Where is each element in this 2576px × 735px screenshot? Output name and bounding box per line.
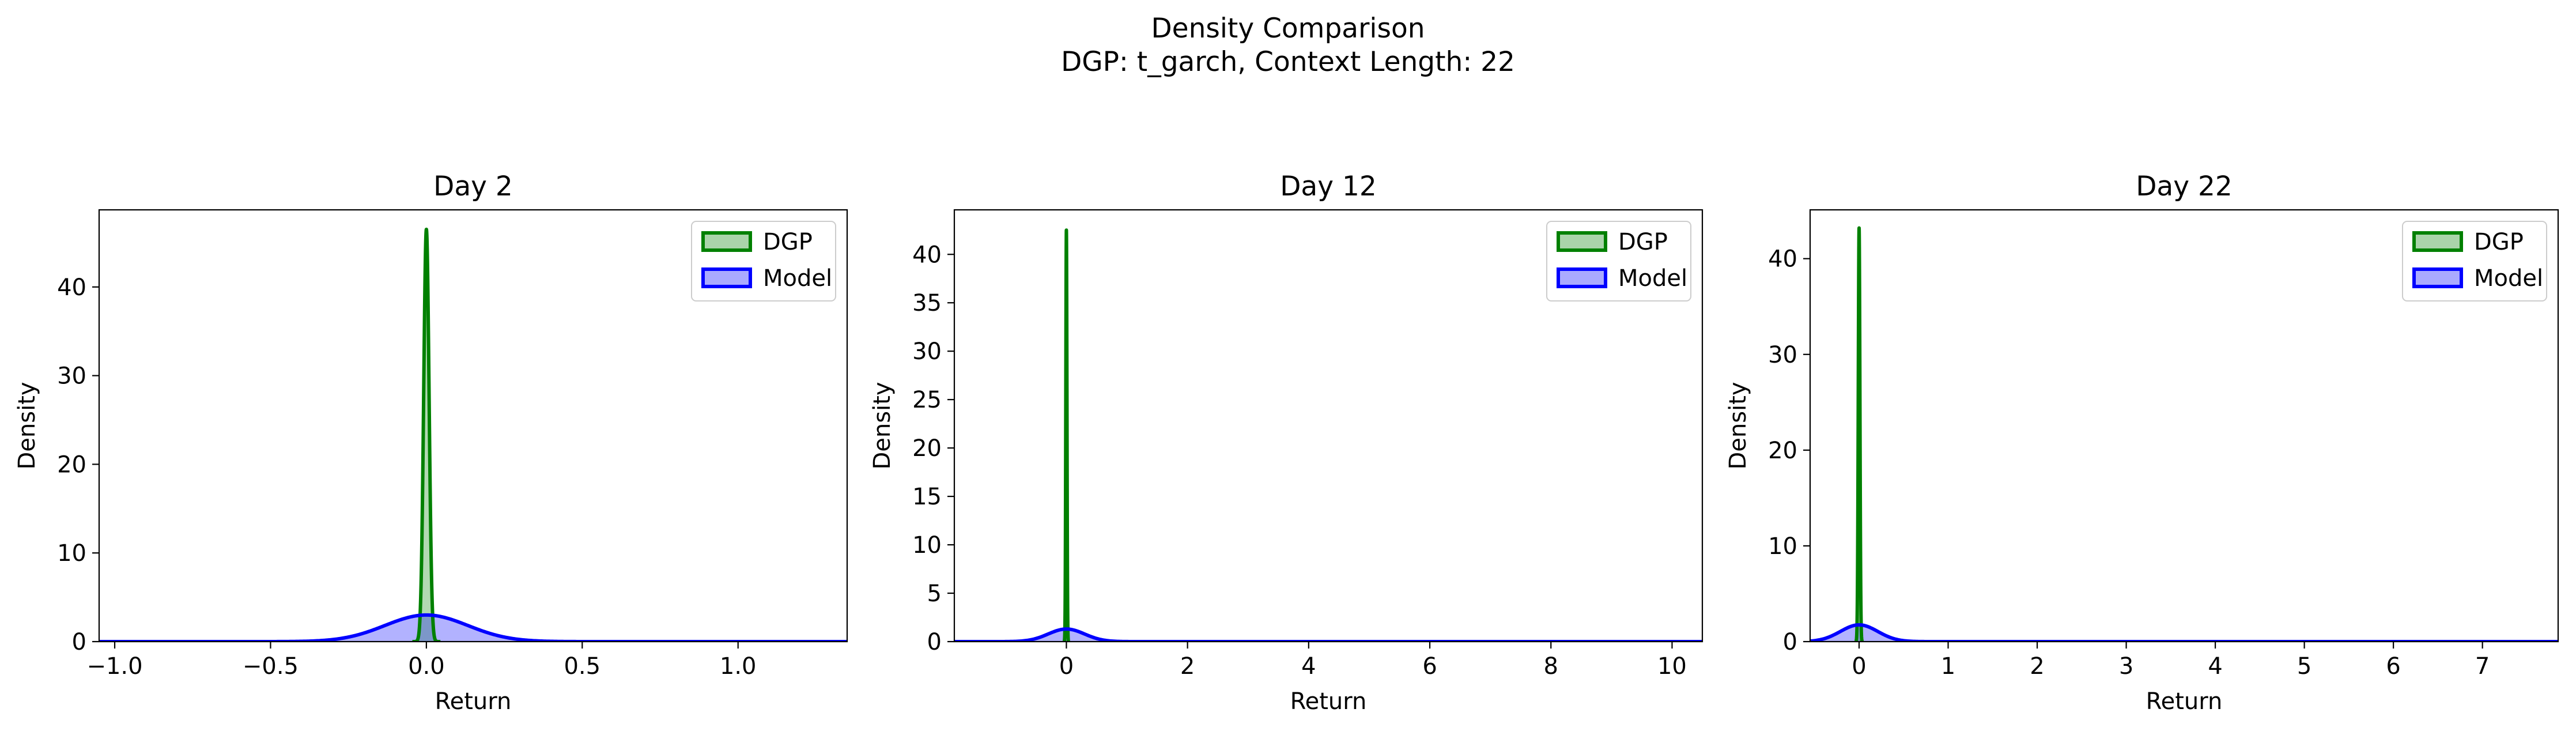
x-tick-label: −0.5 (243, 653, 299, 680)
x-tick-label: 4 (2208, 653, 2222, 680)
y-tick-label: 10 (57, 540, 86, 567)
y-tick-label: 35 (912, 290, 942, 316)
x-axis-label: Return (435, 688, 512, 715)
axes-frame (1809, 209, 2559, 643)
y-tick-label: 0 (72, 629, 86, 655)
legend-label-model: Model (763, 265, 832, 292)
dgp-density-fill (412, 229, 441, 642)
axes-frame (98, 209, 848, 643)
legend-label-model: Model (2474, 265, 2543, 292)
x-tick-label: 5 (2297, 653, 2311, 680)
dgp-density-line (410, 227, 443, 642)
legend-swatch-model (2412, 267, 2463, 288)
x-tick-label: 0.0 (408, 653, 445, 680)
y-tick-label: 20 (57, 451, 86, 478)
model-density-line (954, 627, 1702, 642)
y-tick-label: 10 (1768, 533, 1797, 560)
subplot-1: −1.0 −0.5 0.0 0.5 1.0 0 10 20 30 40 Day 2 Return Den… (14, 171, 848, 715)
legend-swatch-dgp (2412, 231, 2463, 252)
x-tick-label: 2 (1180, 653, 1195, 680)
legend-label-dgp: DGP (1618, 229, 1668, 255)
legend: DGP Model (691, 221, 836, 301)
x-tick-label: 4 (1301, 653, 1316, 680)
x-tick-label: 2 (2030, 653, 2044, 680)
legend-swatch-dgp (1557, 231, 1607, 252)
y-axis-label: Density (869, 382, 896, 469)
y-tick-label: 30 (912, 338, 942, 365)
legend-label-dgp: DGP (763, 229, 813, 255)
x-tick-label: 0 (1059, 653, 1074, 680)
subplot-title: Day 22 (2136, 171, 2233, 202)
x-tick-label: 0 (1852, 653, 1866, 680)
subplot-2: 0 2 4 6 8 10 0 5 10 15 20 25 30 35 40 Day 12 Return Densi… (869, 171, 1704, 715)
x-tick-label: 8 (1544, 653, 1558, 680)
figure-subtitle: DGP: t_garch, Context Length: 22 (1061, 46, 1515, 78)
x-tick-label: 10 (1657, 653, 1687, 680)
figure-title: Density Comparison (1151, 13, 1425, 44)
y-tick-label: 30 (57, 363, 86, 390)
legend: DGP Model (2402, 221, 2547, 301)
y-axis-label: Density (14, 382, 40, 469)
legend-swatch-model (701, 267, 752, 288)
x-tick-label: 1.0 (720, 653, 757, 680)
y-tick-label: 5 (927, 581, 942, 607)
legend-swatch-model (1557, 267, 1607, 288)
x-axis-label: Return (1290, 688, 1367, 715)
y-tick-label: 30 (1768, 342, 1797, 368)
y-tick-label: 0 (927, 629, 942, 655)
y-tick-label: 40 (1768, 246, 1797, 273)
legend-label-dgp: DGP (2474, 229, 2524, 255)
plot-area (99, 227, 847, 642)
x-tick-label: 7 (2475, 653, 2490, 680)
subplot-title: Day 12 (1280, 171, 1377, 202)
y-tick-label: 40 (912, 242, 942, 268)
model-density-fill (1810, 624, 2558, 642)
y-tick-label: 0 (1783, 629, 1797, 655)
x-tick-label: 3 (2119, 653, 2133, 680)
y-tick-label: 15 (912, 484, 942, 510)
y-tick-label: 25 (912, 387, 942, 413)
subplot-3: 0 1 2 3 4 5 6 7 0 10 20 30 40 Day 22 Return Density DGP M… (1725, 171, 2559, 715)
x-tick-label: 6 (1422, 653, 1437, 680)
y-tick-label: 40 (57, 274, 86, 301)
legend-label-model: Model (1618, 265, 1687, 292)
model-density-line (99, 613, 847, 642)
subplot-title: Day 2 (433, 171, 513, 202)
legend: DGP Model (1546, 221, 1691, 301)
x-tick-label: 0.5 (564, 653, 600, 680)
y-tick-label: 20 (912, 435, 942, 462)
y-axis-label: Density (1725, 382, 1751, 469)
axes-frame (953, 209, 1704, 643)
y-tick-label: 10 (912, 532, 942, 559)
legend-swatch-dgp (701, 231, 752, 252)
x-tick-label: −1.0 (86, 653, 142, 680)
x-tick-label: 6 (2386, 653, 2400, 680)
y-tick-label: 20 (1768, 438, 1797, 464)
x-tick-label: 1 (1941, 653, 1955, 680)
x-axis-label: Return (2146, 688, 2223, 715)
